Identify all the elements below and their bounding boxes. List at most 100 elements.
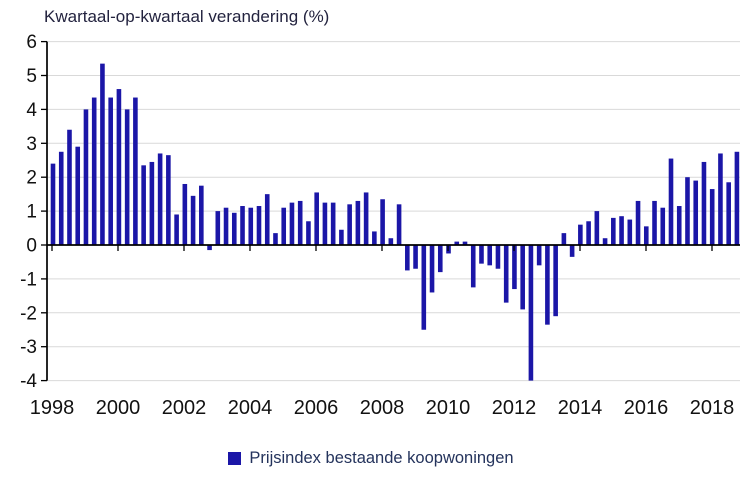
x-tick-label: 2002 bbox=[162, 397, 207, 419]
bar bbox=[133, 97, 138, 245]
bar bbox=[256, 206, 262, 245]
bar bbox=[602, 238, 608, 245]
bar bbox=[635, 200, 641, 245]
bar bbox=[372, 231, 377, 245]
bar bbox=[685, 177, 690, 245]
bar bbox=[248, 207, 254, 245]
bar bbox=[454, 241, 460, 245]
bar bbox=[199, 185, 204, 245]
bar bbox=[289, 202, 295, 246]
bar bbox=[718, 153, 723, 245]
bar bbox=[611, 217, 616, 245]
bar bbox=[223, 207, 229, 245]
bar bbox=[297, 200, 303, 245]
y-tick-label: 4 bbox=[26, 100, 37, 121]
bar bbox=[553, 245, 558, 317]
bar bbox=[479, 245, 484, 264]
bar bbox=[643, 226, 649, 245]
legend-label: Prijsindex bestaande koopwoningen bbox=[249, 449, 514, 467]
bar bbox=[388, 238, 394, 245]
bar bbox=[421, 245, 427, 330]
y-tick-label: 6 bbox=[26, 32, 37, 53]
x-tick-label: 1998 bbox=[30, 397, 75, 419]
bar bbox=[231, 212, 237, 245]
x-tick-label: 2010 bbox=[426, 397, 471, 419]
bar bbox=[330, 202, 336, 246]
y-tick-label: 3 bbox=[26, 134, 37, 155]
y-tick-label: -1 bbox=[20, 269, 37, 290]
bar bbox=[652, 200, 657, 245]
bar bbox=[512, 245, 517, 290]
y-tick-label: -3 bbox=[20, 337, 37, 358]
bar bbox=[166, 155, 171, 245]
bar bbox=[709, 189, 715, 245]
bar bbox=[347, 204, 352, 245]
bar bbox=[240, 206, 245, 245]
bar bbox=[545, 245, 550, 325]
bar bbox=[355, 200, 361, 245]
bar bbox=[660, 207, 666, 245]
bar bbox=[116, 89, 122, 245]
x-tick-label: 2000 bbox=[96, 397, 141, 419]
bar bbox=[495, 245, 501, 269]
bar bbox=[726, 182, 731, 245]
y-tick-label: 0 bbox=[26, 236, 37, 257]
x-tick-label: 2018 bbox=[690, 397, 735, 419]
x-tick-label: 2004 bbox=[228, 397, 273, 419]
bar bbox=[561, 233, 567, 245]
bar bbox=[273, 233, 278, 245]
chart-title: Kwartaal-op-kwartaal verandering (%) bbox=[44, 7, 330, 26]
bar bbox=[487, 245, 493, 266]
bar bbox=[124, 109, 130, 246]
bar bbox=[429, 245, 435, 293]
bar bbox=[149, 161, 155, 245]
bar bbox=[569, 245, 575, 257]
bar bbox=[520, 245, 525, 310]
bar bbox=[50, 163, 56, 245]
bar bbox=[306, 221, 311, 245]
bar bbox=[676, 206, 682, 245]
bar bbox=[207, 245, 212, 251]
bar bbox=[322, 202, 328, 246]
bar bbox=[58, 151, 64, 245]
legend-swatch-icon bbox=[228, 452, 242, 465]
y-tick-label: 1 bbox=[26, 202, 37, 223]
bar bbox=[396, 204, 402, 245]
bar bbox=[586, 221, 591, 245]
bar bbox=[536, 245, 542, 266]
bar bbox=[314, 192, 319, 245]
x-tick-label: 2014 bbox=[558, 397, 603, 419]
bar bbox=[701, 161, 707, 245]
y-tick-label: -4 bbox=[20, 371, 37, 392]
x-tick-label: 2012 bbox=[492, 397, 537, 419]
bar bbox=[594, 211, 600, 245]
bar bbox=[578, 224, 583, 245]
bar bbox=[405, 245, 410, 271]
bar bbox=[108, 97, 113, 245]
x-tick-label: 2006 bbox=[294, 397, 339, 419]
bar bbox=[75, 146, 81, 245]
bar bbox=[264, 194, 270, 245]
x-tick-label: 2016 bbox=[624, 397, 669, 419]
bar bbox=[380, 199, 385, 246]
bar bbox=[437, 245, 443, 273]
bar bbox=[182, 183, 188, 245]
bar bbox=[528, 245, 534, 381]
bar bbox=[363, 192, 369, 245]
bar bbox=[339, 229, 344, 245]
bar bbox=[668, 158, 674, 245]
bar bbox=[693, 180, 699, 245]
bar bbox=[67, 129, 72, 245]
y-tick-label: 5 bbox=[26, 66, 37, 87]
bar bbox=[91, 97, 97, 245]
bar bbox=[462, 241, 468, 245]
bar bbox=[503, 245, 509, 303]
bar bbox=[100, 63, 105, 245]
bar bbox=[190, 195, 196, 245]
bar bbox=[174, 214, 179, 245]
legend: Prijsindex bestaande koopwoningen bbox=[0, 449, 742, 468]
bar bbox=[413, 245, 418, 269]
bar bbox=[141, 165, 146, 245]
